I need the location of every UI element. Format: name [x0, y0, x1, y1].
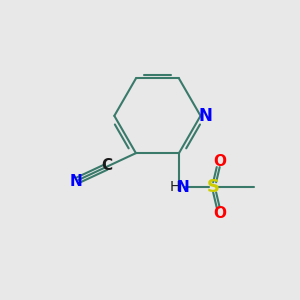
Text: O: O: [213, 154, 226, 169]
Text: N: N: [176, 180, 189, 195]
Text: N: N: [70, 174, 83, 189]
Text: O: O: [213, 206, 226, 221]
Text: N: N: [199, 107, 213, 125]
Text: C: C: [102, 158, 113, 173]
Text: H: H: [169, 180, 180, 194]
Text: S: S: [207, 178, 220, 196]
